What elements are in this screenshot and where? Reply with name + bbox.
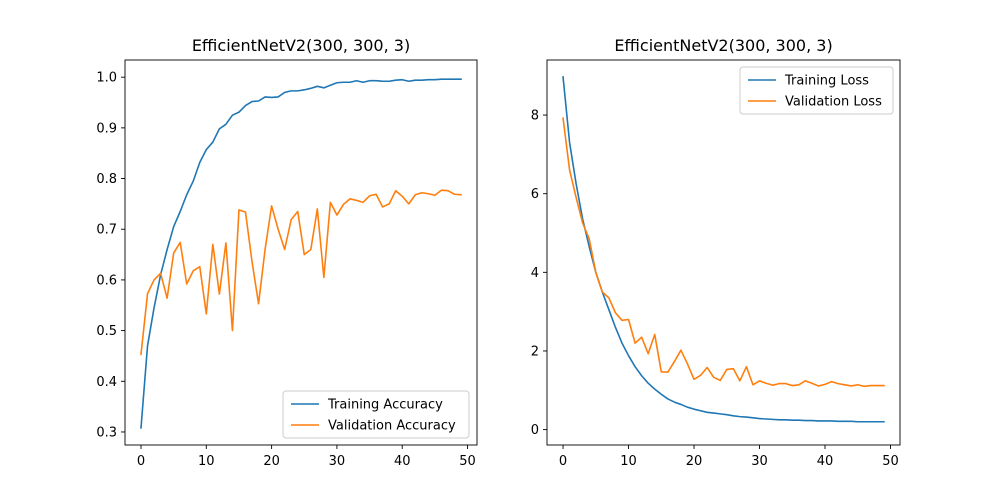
y-tick-label: 8 (531, 109, 539, 124)
legend-label: Training Loss (784, 74, 869, 89)
x-tick-label: 30 (751, 454, 768, 469)
y-tick-label: 1.0 (96, 71, 117, 86)
x-tick-label: 50 (459, 454, 476, 469)
axes-frame (546, 59, 901, 446)
legend-label: Training Accuracy (327, 398, 443, 413)
legend-box (739, 66, 894, 115)
x-tick-label: 40 (817, 454, 834, 469)
y-tick-label: 0.7 (96, 223, 117, 238)
loss-chart: EfficientNetV2(300, 300, 3) 0 10 20 30 40 50 0 2… (531, 36, 901, 469)
y-tick-label: 0.9 (96, 121, 117, 136)
legend-label: Validation Accuracy (328, 419, 456, 434)
y-tick-label: 0.5 (96, 324, 117, 339)
y-tick-label: 0.4 (96, 375, 117, 390)
chart-title: EfficientNetV2(300, 300, 3) (614, 36, 832, 55)
x-tick-label: 50 (882, 454, 899, 469)
accuracy-chart: EfficientNetV2(300, 300, 3) 0 10 20 30 40 50 0.… (96, 36, 478, 469)
legend: Training Loss Validation Loss (739, 66, 894, 115)
x-tick-label: 20 (263, 454, 280, 469)
chart-title: EfficientNetV2(300, 300, 3) (192, 36, 410, 55)
x-tick-label: 10 (198, 454, 215, 469)
x-tick-label: 40 (394, 454, 411, 469)
x-tick-label: 10 (620, 454, 637, 469)
y-tick-label: 0.8 (96, 172, 117, 187)
series-line-training-accuracy (140, 78, 462, 429)
legend: Training Accuracy Validation Accuracy (282, 390, 470, 439)
y-tick-label: 2 (531, 344, 539, 359)
legend-box (282, 390, 470, 439)
x-tick-label: 30 (329, 454, 346, 469)
series-line-validation-loss (562, 117, 885, 388)
y-tick-label: 4 (531, 266, 539, 281)
x-tick-label: 0 (137, 454, 145, 469)
series-line-training-loss (562, 76, 885, 423)
y-tick-label: 6 (531, 187, 539, 202)
y-tick-label: 0.6 (96, 273, 117, 288)
legend-label: Validation Loss (785, 95, 882, 110)
y-tick-label: 0.3 (96, 425, 117, 440)
series-line-validation-accuracy (140, 189, 462, 356)
y-tick-label: 0 (531, 423, 539, 438)
x-tick-label: 0 (559, 454, 567, 469)
axes-frame (124, 59, 478, 446)
x-tick-label: 20 (686, 454, 703, 469)
